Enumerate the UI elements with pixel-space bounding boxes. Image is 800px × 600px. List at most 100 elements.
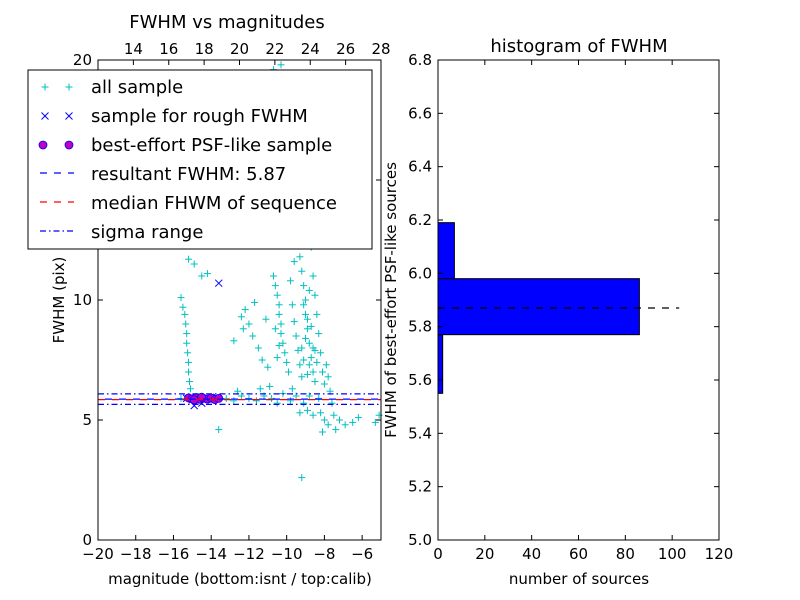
- all-sample-point: [249, 332, 257, 340]
- all-sample-point: [181, 310, 189, 318]
- all-sample-point: [296, 253, 304, 261]
- hist-x-tick-label: 0: [433, 545, 443, 563]
- all-sample-point: [307, 354, 315, 362]
- legend-x-mark: [41, 112, 49, 120]
- all-sample-point: [268, 394, 276, 402]
- hist-x-tick-label: 100: [658, 545, 687, 563]
- all-sample-point: [302, 296, 310, 304]
- legend-marker-circle-icon: [38, 140, 74, 150]
- x-tick-label: −8: [313, 545, 335, 563]
- all-sample-point: [290, 318, 298, 326]
- all-sample-point: [237, 392, 245, 400]
- all-sample-point: [315, 330, 323, 338]
- y-tick-label: 5: [82, 411, 92, 429]
- all-sample-point: [298, 373, 306, 381]
- histogram-bar: [437, 278, 640, 336]
- legend-circle-mark: [38, 140, 48, 150]
- all-sample-point: [319, 428, 327, 436]
- hist-y-tick-label: 6.8: [408, 51, 432, 69]
- all-sample-point: [302, 334, 310, 342]
- x-tick-label: −20: [82, 545, 114, 563]
- legend-box: [27, 69, 373, 250]
- top-x-tick-label: 18: [195, 40, 214, 58]
- all-sample-point: [271, 282, 279, 290]
- all-sample-point: [332, 426, 340, 434]
- all-sample-point: [298, 344, 306, 352]
- all-sample-point: [335, 416, 343, 424]
- all-sample-point: [190, 260, 198, 268]
- all-sample-point: [179, 303, 187, 311]
- legend-plus-mark: [65, 83, 73, 91]
- all-sample-point: [222, 394, 230, 402]
- top-x-tick-label: 20: [230, 40, 249, 58]
- legend-label-resultant-fwhm: resultant FWHM: 5.87: [91, 164, 286, 185]
- top-x-tick-label: 22: [265, 40, 284, 58]
- all-sample-point: [300, 356, 308, 364]
- y-tick-label: 0: [82, 531, 92, 549]
- top-x-tick-label: 26: [336, 40, 355, 58]
- all-sample-point: [269, 272, 277, 280]
- all-sample-point: [309, 272, 317, 280]
- hist-x-tick-label: 40: [522, 545, 541, 563]
- all-sample-point: [281, 349, 289, 357]
- legend-entry-all-sample: all sample: [41, 77, 183, 98]
- all-sample-point: [183, 330, 191, 338]
- reference-lines-layer: [98, 393, 381, 405]
- all-sample-point: [349, 418, 357, 426]
- all-sample-point: [300, 282, 308, 290]
- histogram-bar: [437, 334, 444, 394]
- all-sample-point: [313, 310, 321, 318]
- all-sample-point: [371, 418, 379, 426]
- all-sample-point: [288, 301, 296, 309]
- legend-entry-resultant-fwhm: resultant FWHM: 5.87: [40, 164, 286, 185]
- all-sample-point: [254, 344, 262, 352]
- top-x-tick-label: 14: [124, 40, 143, 58]
- legend-label-rough-sample: sample for rough FWHM: [91, 106, 308, 127]
- all-sample-point: [283, 358, 291, 366]
- legend-circle-mark: [64, 140, 74, 150]
- right-chart-title: histogram of FWHM: [490, 36, 667, 57]
- all-sample-point: [273, 354, 281, 362]
- all-sample-point: [183, 339, 191, 347]
- fwhm-vs-magnitude-chart: −20 −18 −16 −14 −12 −10 −8 −6 14 16 18 20 22 24 26 28 0 5…: [27, 12, 391, 588]
- all-sample-point: [252, 397, 260, 405]
- all-sample-point: [328, 399, 336, 407]
- all-sample-point: [290, 258, 298, 266]
- hist-x-tick-label: 20: [475, 545, 494, 563]
- all-sample-point: [215, 426, 223, 434]
- all-sample-point: [309, 411, 317, 419]
- all-sample-point: [258, 356, 266, 364]
- all-sample-point: [286, 397, 294, 405]
- legend-label-median-fwhm: median FHWM of sequence: [91, 193, 337, 214]
- all-sample-point: [303, 370, 311, 378]
- all-sample-point: [279, 339, 287, 347]
- all-sample-point: [203, 270, 211, 278]
- hist-y-tick-label: 6.6: [408, 104, 432, 122]
- hist-y-tick-label: 6.2: [408, 211, 432, 229]
- all-sample-point: [239, 325, 247, 333]
- x-tick-label: −14: [195, 545, 227, 563]
- all-sample-point: [311, 378, 319, 386]
- hist-y-tick-label: 5.4: [408, 424, 432, 442]
- top-x-tick-label: 24: [301, 40, 320, 58]
- all-sample-point: [311, 346, 319, 354]
- all-sample-point: [245, 320, 253, 328]
- legend-entry-median-fwhm: median FHWM of sequence: [40, 193, 337, 214]
- best-sample-point: [214, 393, 224, 403]
- histogram-bar: [437, 222, 455, 280]
- all-sample-point: [275, 342, 283, 350]
- all-sample-point: [320, 416, 328, 424]
- all-sample-point: [303, 315, 311, 323]
- all-sample-point: [285, 368, 293, 376]
- histogram-bars-layer: [437, 222, 640, 394]
- all-sample-point: [305, 392, 313, 400]
- top-x-tick-label: 16: [159, 40, 178, 58]
- all-sample-point: [324, 421, 332, 429]
- all-sample-point: [305, 361, 313, 369]
- all-sample-point: [186, 385, 194, 393]
- all-sample-point: [275, 301, 283, 309]
- all-sample-point: [198, 272, 206, 280]
- rough-sample-point: [214, 279, 223, 288]
- legend-entry-rough-sample: sample for rough FWHM: [41, 106, 308, 127]
- all-sample-point: [288, 385, 296, 393]
